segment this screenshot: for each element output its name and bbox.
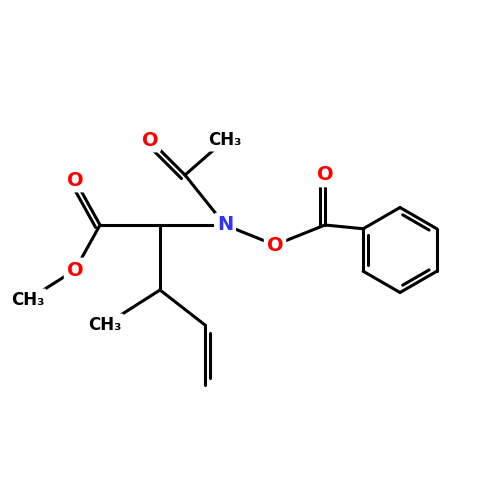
Text: O: O <box>142 130 158 150</box>
Text: O: O <box>66 260 84 280</box>
Text: CH₃: CH₃ <box>11 291 44 309</box>
Text: CH₃: CH₃ <box>208 131 242 149</box>
Text: O: O <box>66 170 84 190</box>
Text: CH₃: CH₃ <box>88 316 122 334</box>
Text: N: N <box>217 216 233 234</box>
Text: O: O <box>266 236 283 255</box>
Text: O: O <box>316 166 334 184</box>
